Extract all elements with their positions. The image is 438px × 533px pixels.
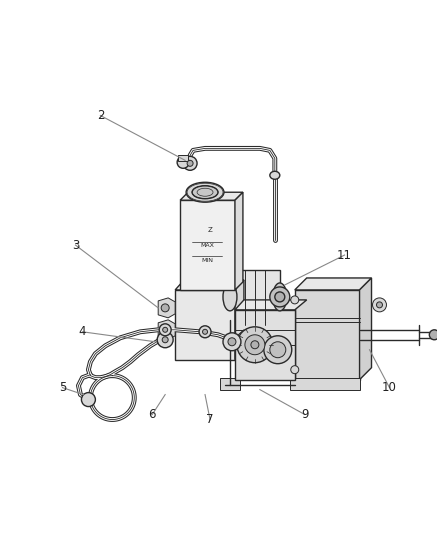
Circle shape bbox=[199, 326, 211, 338]
Circle shape bbox=[202, 329, 208, 334]
Circle shape bbox=[157, 332, 173, 348]
Text: MIN: MIN bbox=[201, 257, 213, 263]
Circle shape bbox=[187, 160, 193, 166]
Ellipse shape bbox=[273, 283, 287, 311]
Polygon shape bbox=[360, 278, 371, 379]
Polygon shape bbox=[235, 192, 243, 290]
Text: MAX: MAX bbox=[200, 243, 214, 247]
Circle shape bbox=[177, 156, 189, 168]
Polygon shape bbox=[158, 298, 175, 318]
Circle shape bbox=[237, 327, 273, 362]
Circle shape bbox=[81, 393, 95, 407]
Polygon shape bbox=[235, 330, 250, 350]
Circle shape bbox=[159, 324, 171, 336]
Text: 5: 5 bbox=[59, 381, 66, 394]
Ellipse shape bbox=[186, 182, 224, 202]
Circle shape bbox=[228, 338, 236, 346]
Bar bbox=[178, 155, 188, 161]
Circle shape bbox=[270, 342, 286, 358]
Bar bbox=[220, 378, 240, 390]
Bar bbox=[290, 378, 360, 390]
Circle shape bbox=[264, 336, 292, 364]
Polygon shape bbox=[295, 278, 371, 290]
Text: 3: 3 bbox=[72, 239, 79, 252]
Polygon shape bbox=[235, 310, 295, 379]
Text: 11: 11 bbox=[337, 248, 352, 262]
Circle shape bbox=[251, 341, 259, 349]
Circle shape bbox=[372, 298, 386, 312]
Text: 10: 10 bbox=[382, 381, 397, 394]
Polygon shape bbox=[235, 280, 244, 360]
Text: 9: 9 bbox=[301, 408, 308, 421]
Text: 2: 2 bbox=[97, 109, 104, 122]
Polygon shape bbox=[158, 320, 175, 340]
Ellipse shape bbox=[223, 283, 237, 311]
Circle shape bbox=[245, 335, 265, 355]
Text: Z: Z bbox=[208, 227, 212, 233]
Circle shape bbox=[162, 337, 168, 343]
Polygon shape bbox=[175, 280, 244, 290]
Text: 4: 4 bbox=[79, 325, 86, 338]
Circle shape bbox=[161, 326, 169, 334]
Circle shape bbox=[183, 156, 197, 171]
Circle shape bbox=[161, 304, 169, 312]
Polygon shape bbox=[175, 290, 235, 360]
Circle shape bbox=[429, 330, 438, 340]
Bar bbox=[230, 270, 280, 325]
Circle shape bbox=[291, 296, 299, 304]
Circle shape bbox=[270, 287, 290, 307]
Circle shape bbox=[275, 292, 285, 302]
Text: 6: 6 bbox=[148, 408, 156, 421]
Polygon shape bbox=[180, 192, 243, 200]
Text: 7: 7 bbox=[206, 413, 214, 426]
Polygon shape bbox=[235, 300, 307, 310]
Circle shape bbox=[291, 366, 299, 374]
Polygon shape bbox=[180, 200, 235, 290]
Circle shape bbox=[377, 302, 382, 308]
Ellipse shape bbox=[270, 171, 280, 179]
Polygon shape bbox=[295, 290, 360, 379]
Ellipse shape bbox=[192, 186, 218, 199]
Circle shape bbox=[223, 333, 241, 351]
Circle shape bbox=[162, 327, 168, 332]
